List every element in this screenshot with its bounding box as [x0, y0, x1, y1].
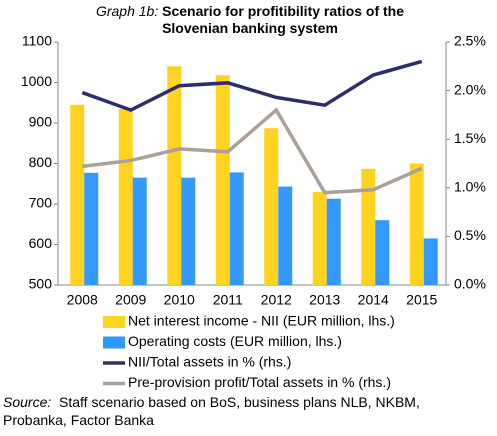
y2-tick-label: 0.0%	[454, 276, 486, 292]
legend-label: NII/Total assets in % (rhs.)	[128, 354, 291, 370]
bar	[375, 220, 390, 285]
x-tick-label: 2010	[164, 292, 195, 308]
bar	[409, 163, 424, 285]
y2-tick-label: 0.5%	[454, 227, 486, 243]
bar	[215, 75, 230, 286]
bar	[312, 191, 327, 285]
bar	[118, 108, 133, 285]
bar	[326, 198, 341, 285]
title-lead: Graph 1b:	[95, 3, 159, 19]
y-tick-label: 1000	[21, 73, 52, 89]
x-tick-label: 2008	[67, 292, 98, 308]
y2-tick-label: 1.0%	[454, 179, 486, 195]
x-tick-label: 2009	[115, 292, 146, 308]
bar	[229, 172, 244, 285]
bar	[167, 66, 182, 285]
x-tick-label: 2013	[309, 292, 340, 308]
y-tick-label: 500	[29, 276, 53, 292]
bar	[423, 238, 438, 285]
y-tick-label: 800	[29, 154, 53, 170]
y2-tick-label: 1.5%	[454, 130, 486, 146]
chart-title: Scenario for profitibility ratios of the…	[162, 3, 405, 36]
source-text: Staff scenario based on BoS, business pl…	[3, 394, 420, 428]
bar	[361, 168, 376, 285]
legend-swatch	[103, 316, 125, 328]
y-tick-label: 600	[29, 235, 53, 251]
y-tick-label: 900	[29, 114, 53, 130]
chart-title-block: Graph 1b: Scenario for profitibility rat…	[95, 3, 405, 37]
x-tick-label: 2015	[406, 292, 437, 308]
bar	[278, 186, 293, 285]
legend-label: Net interest income - NII (EUR million, …	[128, 313, 395, 329]
bar	[84, 172, 99, 285]
source-note: Source: Staff scenario based on BoS, bus…	[3, 393, 483, 429]
bar	[70, 104, 85, 286]
x-tick-label: 2014	[358, 292, 389, 308]
x-tick-label: 2011	[213, 292, 243, 308]
legend-swatch	[103, 336, 125, 349]
bar	[181, 177, 196, 285]
y-tick-label: 700	[29, 195, 53, 211]
bar	[132, 177, 147, 285]
bar	[264, 128, 279, 285]
y2-tick-label: 2.5%	[454, 33, 486, 49]
line-series	[82, 107, 423, 195]
source-lead: Source:	[3, 394, 52, 410]
legend-label: Pre-provision profit/Total assets in % (…	[128, 374, 391, 390]
x-tick-label: 2012	[261, 292, 292, 308]
y2-tick-label: 2.0%	[454, 81, 486, 97]
line-series	[81, 59, 423, 112]
y-tick-label: 1100	[22, 33, 52, 49]
legend-label: Operating costs (EUR million, lhs.)	[128, 333, 342, 349]
